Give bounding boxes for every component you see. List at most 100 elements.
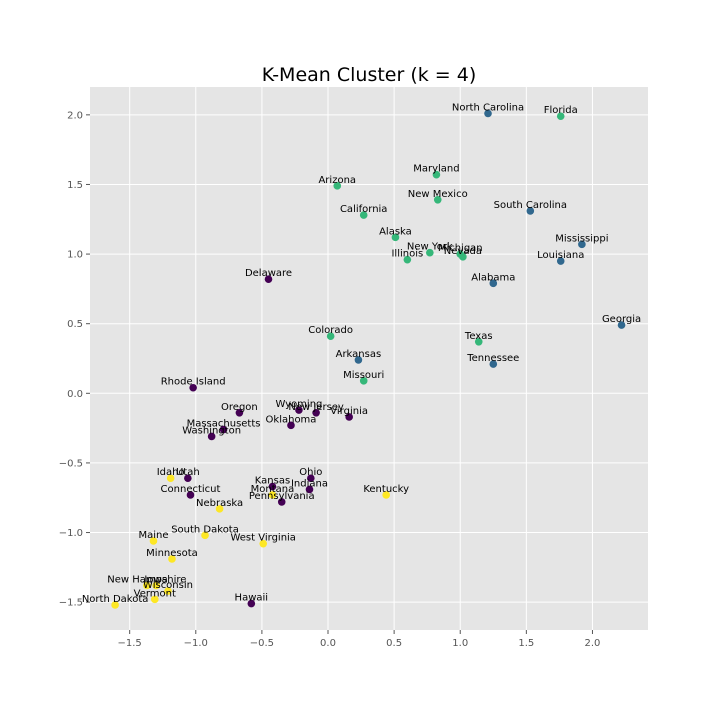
point-colorado xyxy=(326,332,335,341)
point-texas xyxy=(474,337,483,346)
point-indiana xyxy=(305,485,314,494)
label-washington: Washington xyxy=(182,425,241,436)
point-florida xyxy=(556,112,565,121)
point-nebraska xyxy=(215,505,224,513)
point-california xyxy=(359,211,368,219)
y-tick-label: 0.5 xyxy=(67,319,83,330)
point-oregon xyxy=(235,409,244,417)
point-washington xyxy=(207,432,216,441)
x-tick-label: −0.5 xyxy=(250,638,274,649)
label-idaho: Idaho xyxy=(157,467,185,478)
label-arizona: Arizona xyxy=(318,175,356,186)
label-wyoming: Wyoming xyxy=(275,399,322,410)
label-delaware: Delaware xyxy=(245,268,292,279)
label-rhode-island: Rhode Island xyxy=(161,377,226,388)
label-new-jersey: New Jersey xyxy=(288,402,344,413)
point-iowa xyxy=(152,581,160,590)
point-new-york xyxy=(426,248,434,257)
point-georgia xyxy=(617,321,626,329)
y-tick-label: −0.5 xyxy=(59,458,83,469)
data-points xyxy=(111,109,626,609)
label-south-dakota: South Dakota xyxy=(171,524,239,535)
label-colorado: Colorado xyxy=(308,325,353,336)
label-california: California xyxy=(340,204,388,215)
point-alaska xyxy=(391,233,400,242)
chart-title: K-Mean Cluster (k = 4) xyxy=(262,64,477,86)
label-missouri: Missouri xyxy=(343,370,384,381)
point-alabama xyxy=(489,279,498,288)
point-montana xyxy=(268,491,277,499)
point-missouri xyxy=(359,376,368,385)
label-new-mexico: New Mexico xyxy=(408,189,468,200)
label-north-carolina: North Carolina xyxy=(452,102,524,113)
label-kansas: Kansas xyxy=(255,476,290,487)
x-tick-label: 1.0 xyxy=(452,638,468,649)
label-maryland: Maryland xyxy=(413,164,459,175)
x-tick-label: 2.0 xyxy=(585,638,601,649)
label-hawaii: Hawaii xyxy=(235,593,269,604)
x-tick-label: −1.5 xyxy=(118,638,142,649)
point-louisiana xyxy=(556,257,565,265)
point-wyoming xyxy=(295,406,303,414)
point-labels: North Carolina Florida Maryland Arizona New … xyxy=(82,102,641,604)
label-florida: Florida xyxy=(544,105,578,116)
x-tick-label: 1.5 xyxy=(518,638,534,649)
label-new-hampshire: New Hampshire xyxy=(107,574,186,585)
grid xyxy=(90,87,648,630)
point-massachusetts xyxy=(219,425,228,434)
point-maryland xyxy=(432,170,441,179)
label-michigan: Michigan xyxy=(438,243,483,254)
label-arkansas: Arkansas xyxy=(336,349,382,360)
label-texas: Texas xyxy=(464,331,493,342)
label-north-dakota: North Dakota xyxy=(82,594,149,605)
point-vermont xyxy=(150,595,159,604)
label-montana: Montana xyxy=(251,484,295,495)
label-mississippi: Mississippi xyxy=(555,233,608,244)
point-south-dakota xyxy=(201,531,209,540)
point-mississippi xyxy=(578,240,586,249)
y-tick-label: −1.5 xyxy=(59,598,83,609)
label-louisiana: Louisiana xyxy=(537,250,584,261)
label-vermont: Vermont xyxy=(134,588,176,599)
y-tick-label: −1.0 xyxy=(59,528,83,539)
x-tick-label: 0.5 xyxy=(386,638,402,649)
label-minnesota: Minnesota xyxy=(146,548,198,559)
axis-ticks: −1.5 −1.0 −0.5 0.0 0.5 1.0 1.5 2.0 −1.5 −1.0 −0.5 0… xyxy=(59,110,601,649)
point-arizona xyxy=(333,182,342,190)
point-new-hampshire xyxy=(143,581,151,590)
plot-area xyxy=(90,87,648,630)
label-georgia: Georgia xyxy=(602,314,641,325)
point-tennessee xyxy=(489,360,498,368)
label-new-york: New York xyxy=(407,242,453,253)
point-new-jersey xyxy=(312,409,320,417)
label-iowa: Iowa xyxy=(144,574,167,585)
point-delaware xyxy=(264,275,273,283)
point-north-dakota xyxy=(111,601,119,609)
y-tick-label: 2.0 xyxy=(67,110,83,121)
label-virginia: Virginia xyxy=(330,406,368,417)
point-illinois xyxy=(403,255,412,264)
label-wisconsin: Wisconsin xyxy=(143,580,193,591)
label-utah: Utah xyxy=(176,467,200,478)
x-tick-label: 0.0 xyxy=(320,638,336,649)
point-kansas xyxy=(268,482,277,491)
point-kentucky xyxy=(382,491,390,499)
label-connecticut: Connecticut xyxy=(161,484,221,495)
y-tick-label: 1.0 xyxy=(67,250,83,261)
point-pennsylvania xyxy=(277,498,286,506)
label-indiana: Indiana xyxy=(291,478,328,489)
y-tick-label: 1.5 xyxy=(67,180,83,191)
point-minnesota xyxy=(168,555,176,563)
label-massachusetts: Massachusetts xyxy=(187,419,261,430)
point-wisconsin xyxy=(164,587,172,595)
point-maine xyxy=(149,537,158,545)
point-new-mexico xyxy=(433,195,442,204)
label-south-carolina: South Carolina xyxy=(494,200,567,211)
label-tennessee: Tennessee xyxy=(466,353,519,364)
label-oklahoma: Oklahoma xyxy=(266,414,317,425)
point-utah xyxy=(184,474,192,483)
x-tick-label: −1.0 xyxy=(184,638,208,649)
label-kentucky: Kentucky xyxy=(363,484,409,495)
point-hawaii xyxy=(247,599,256,608)
